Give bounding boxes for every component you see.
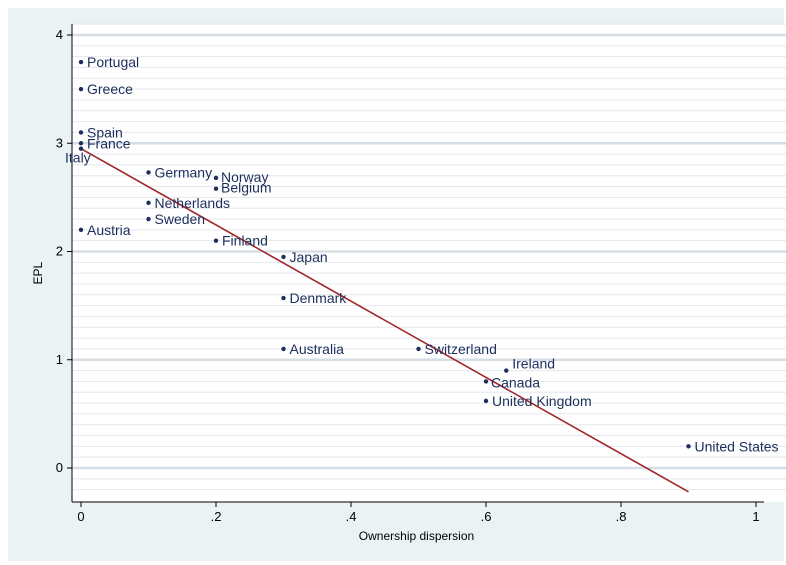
- point-label: United States: [695, 438, 779, 454]
- x-tick-label: 0: [77, 509, 84, 524]
- x-tick-label: .6: [481, 509, 492, 524]
- x-tick-label: 1: [752, 509, 759, 524]
- data-point: [146, 200, 151, 205]
- point-label: Denmark: [290, 290, 348, 306]
- data-point: [483, 379, 489, 384]
- point-label: Greece: [87, 81, 133, 97]
- data-point: [213, 175, 219, 181]
- point-label: Belgium: [221, 180, 272, 196]
- point-label: Ireland: [512, 356, 555, 372]
- x-tick-label: .4: [346, 509, 357, 524]
- data-point: [78, 146, 84, 151]
- y-tick-label: 1: [56, 352, 63, 367]
- x-tick-label: .8: [616, 509, 627, 524]
- data-point: [78, 86, 84, 92]
- data-point: [281, 254, 286, 260]
- point-label: Portugal: [87, 54, 139, 70]
- data-point: [213, 238, 219, 243]
- data-point: [146, 216, 151, 222]
- point-label: Sweden: [155, 211, 206, 227]
- x-axis-title: Ownership dispersion: [359, 529, 474, 543]
- data-point: [146, 170, 151, 175]
- y-tick-label: 0: [56, 460, 63, 475]
- point-label: Germany: [155, 164, 213, 180]
- data-point: [78, 59, 84, 65]
- point-label: Spain: [87, 124, 123, 140]
- data-point: [281, 346, 286, 352]
- point-label: Austria: [87, 222, 131, 238]
- y-axis-title: EPL: [31, 261, 45, 284]
- y-tick-label: 2: [56, 244, 63, 259]
- data-point: [213, 186, 219, 191]
- point-label: France: [87, 135, 131, 151]
- plot-area: [72, 24, 786, 502]
- data-point: [281, 295, 286, 301]
- data-point: [504, 368, 509, 373]
- point-label: Canada: [491, 374, 540, 390]
- data-point: [416, 346, 421, 352]
- point-label: Australia: [290, 341, 345, 357]
- point-label: Switzerland: [425, 341, 497, 357]
- grid-lines: [72, 23, 786, 491]
- point-label: United Kingdom: [492, 393, 592, 409]
- y-tick-label: 3: [56, 135, 63, 150]
- point-label: Netherlands: [155, 195, 231, 211]
- data-point: [78, 141, 84, 146]
- data-point: [686, 444, 691, 449]
- point-label: Norway: [221, 169, 268, 185]
- point-label: Japan: [290, 249, 328, 265]
- point-label: Italy: [65, 150, 91, 166]
- data-point: [78, 227, 84, 233]
- fit-line: [80, 147, 689, 493]
- data-point: [483, 398, 489, 404]
- x-tick-label: .2: [211, 509, 222, 524]
- y-tick-label: 4: [56, 27, 63, 42]
- data-point: [78, 130, 84, 135]
- point-label: Finland: [222, 233, 268, 249]
